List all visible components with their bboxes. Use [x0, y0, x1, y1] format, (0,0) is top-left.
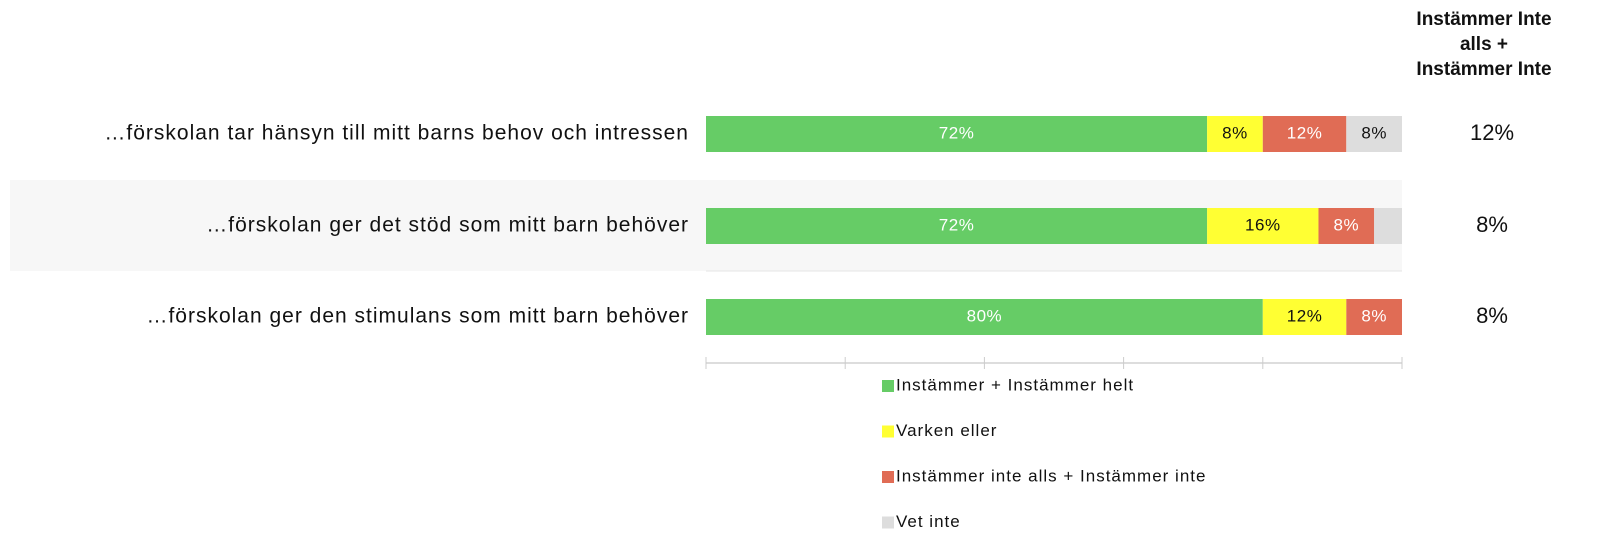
value-label: 12% [1287, 306, 1323, 325]
bar-segment [1262, 299, 1347, 335]
legend-swatch [882, 425, 894, 438]
value-label: 16% [1245, 215, 1281, 234]
value-label: 80% [967, 306, 1003, 325]
value-label: 8% [1222, 123, 1248, 142]
value-label: 8% [1361, 306, 1387, 325]
category-label: …förskolan tar hänsyn till mitt barns be… [104, 122, 689, 145]
legend-label: Instämmer inte alls + Instämmer inte [896, 466, 1206, 485]
legend-label: Instämmer + Instämmer helt [896, 375, 1134, 394]
summary-value: 12% [1470, 120, 1514, 145]
category-label: …förskolan ger den stimulans som mitt ba… [146, 305, 689, 328]
value-label: 12% [1287, 123, 1323, 142]
bar-segment [1318, 208, 1375, 244]
summary-value: 8% [1476, 303, 1508, 328]
bar-segment [706, 116, 1208, 152]
legend-swatch [882, 471, 894, 483]
bar-segment [706, 208, 1208, 244]
bar-segment [1346, 299, 1402, 335]
bar-segment [1207, 208, 1319, 244]
legend-label: Vet inte [896, 512, 961, 531]
bar-segment [1346, 116, 1402, 152]
value-label: 72% [939, 123, 975, 142]
legend-swatch [882, 516, 894, 529]
bar-segment [1207, 116, 1263, 152]
summary-value: 8% [1476, 212, 1508, 237]
legend-swatch [882, 380, 894, 392]
summary-header: Instämmer Inte alls + Instämmer Inte [1416, 9, 1551, 80]
legend-label: Varken eller [896, 421, 997, 440]
value-label: 8% [1361, 123, 1387, 142]
value-label: 8% [1334, 215, 1360, 234]
bar-segment [1262, 116, 1347, 152]
bar-segment [706, 299, 1263, 335]
category-label: …förskolan ger det stöd som mitt barn be… [206, 214, 689, 237]
bar-segment [1374, 208, 1402, 244]
value-label: 72% [939, 215, 975, 234]
